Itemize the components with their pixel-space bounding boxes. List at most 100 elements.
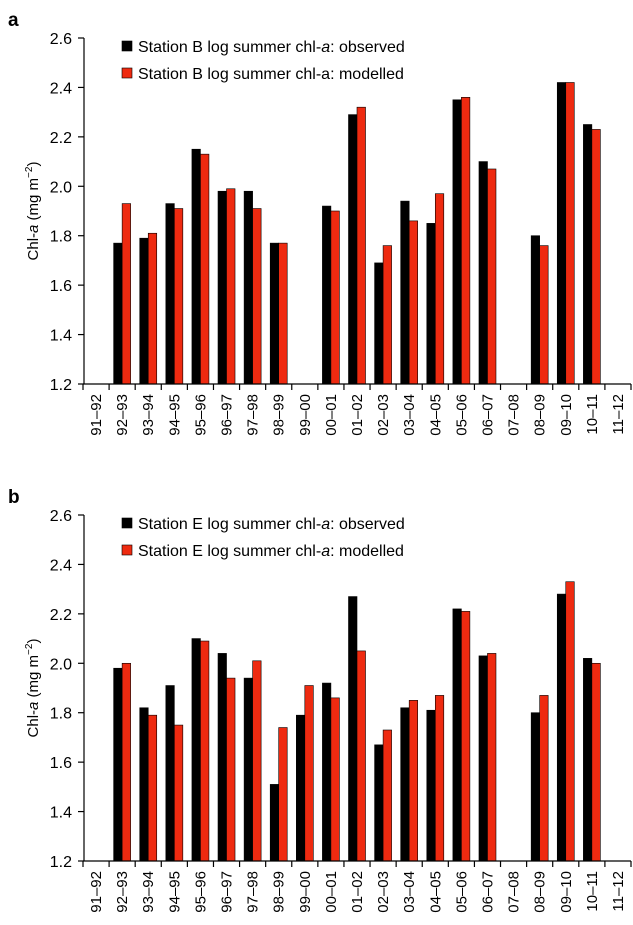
x-tick-label: 08–09 [532, 394, 549, 436]
modelled-bar-00–01 [330, 697, 340, 862]
observed-bar-01–02 [348, 114, 358, 385]
y-tick-label: 1.6 [50, 278, 72, 295]
y-axis-label: Chl-a (mg m−2) [24, 162, 42, 261]
x-tick-label: 09–10 [558, 394, 575, 436]
modelled-bar-02–03 [382, 245, 392, 385]
y-tick-label: 2.0 [50, 656, 72, 673]
observed-bar-92–93 [113, 667, 123, 862]
x-tick-label: 01–02 [349, 394, 366, 436]
observed-bar-92–93 [113, 242, 123, 385]
x-tick-label: 91–92 [88, 871, 105, 913]
legend-label: Station B log summer chl-a: observed [138, 39, 405, 56]
modelled-bar-04–05 [434, 695, 445, 862]
observed-bar-94–95 [165, 203, 175, 385]
y-tick-label: 1.8 [50, 229, 72, 246]
observed-bar-93–94 [139, 237, 149, 385]
modelled-bar-04–05 [434, 193, 445, 385]
modelled-bar-10–11 [591, 129, 601, 385]
observed-bar-02–03 [374, 744, 384, 862]
modelled-bar-03–04 [408, 700, 418, 862]
modelled-bar-98–99 [278, 242, 288, 385]
y-tick-label: 1.4 [50, 805, 72, 822]
x-tick-label: 00–01 [323, 394, 340, 436]
chart-panel-a: a 1.2 1.4 1.6 1.8 2.0 2.2 2.4 2.6 Chl-a (mg m−2) 9… [8, 10, 632, 436]
observed-bar-04–05 [426, 223, 436, 385]
modelled-bar-02–03 [382, 729, 392, 862]
legend-label: Station E log summer chl-a: modelled [138, 543, 404, 560]
y-tick-label: 1.4 [50, 328, 72, 345]
y-tick-label: 2.2 [50, 130, 72, 147]
modelled-bar-94–95 [174, 724, 184, 862]
modelled-bar-97–98 [252, 208, 262, 385]
modelled-bar-09–10 [565, 82, 575, 385]
modelled-bar-08–09 [539, 245, 549, 385]
x-tick-label: 94–95 [166, 394, 183, 436]
y-tick-label: 2.0 [50, 179, 72, 196]
observed-bar-09–10 [556, 593, 567, 862]
x-tick-label: 99–00 [297, 394, 314, 436]
x-tick-label: 98–99 [271, 394, 288, 436]
y-tick-label: 1.2 [50, 377, 72, 394]
modelled-bar-98–99 [278, 727, 288, 862]
observed-bar-96–97 [217, 653, 227, 862]
modelled-bar-10–11 [591, 662, 601, 862]
y-tick-label: 2.6 [50, 508, 72, 525]
legend-swatch [121, 67, 133, 79]
modelled-bar-96–97 [226, 188, 236, 385]
x-tick-label: 95–96 [192, 871, 209, 913]
observed-bar-03–04 [400, 707, 410, 862]
observed-bar-96–97 [217, 190, 227, 385]
y-tick-label: 2.4 [50, 80, 72, 97]
x-tick-label: 97–98 [245, 394, 262, 436]
x-tick-label: 06–07 [480, 871, 497, 913]
x-tick-label: 09–10 [558, 871, 575, 913]
observed-bar-95–96 [191, 148, 201, 385]
y-tick-label: 1.6 [50, 755, 72, 772]
x-tick-label: 02–03 [375, 871, 392, 913]
observed-bar-00–01 [322, 682, 332, 862]
x-tick-label: 04–05 [427, 394, 444, 436]
modelled-bar-08–09 [539, 695, 549, 862]
observed-bar-03–04 [400, 200, 410, 385]
observed-bar-04–05 [426, 709, 436, 862]
observed-bar-93–94 [139, 707, 149, 862]
x-tick-label: 92–93 [114, 394, 131, 436]
x-tick-label: 10–11 [584, 871, 601, 912]
x-tick-label: 01–02 [349, 871, 366, 913]
modelled-bar-05–06 [461, 611, 471, 862]
modelled-bar-06–07 [487, 653, 497, 862]
observed-bar-97–98 [243, 677, 253, 862]
y-tick-label: 2.6 [50, 31, 72, 48]
x-tick-label: 04–05 [427, 871, 444, 913]
x-tick-label: 91–92 [88, 394, 105, 436]
x-tick-label: 11–12 [610, 394, 627, 435]
modelled-bar-92–93 [121, 662, 131, 862]
y-tick-label: 1.2 [50, 854, 72, 871]
y-tick-label: 1.8 [50, 706, 72, 723]
x-tick-label: 03–04 [401, 394, 418, 436]
x-tick-label: 97–98 [245, 871, 262, 913]
modelled-bar-05–06 [461, 97, 471, 385]
x-tick-label: 11–12 [610, 871, 627, 912]
x-tick-label: 03–04 [401, 871, 418, 913]
observed-bar-05–06 [452, 608, 462, 862]
modelled-bar-95–96 [200, 640, 210, 862]
x-tick-label: 06–07 [480, 394, 497, 436]
modelled-bar-96–97 [226, 677, 236, 862]
modelled-bar-01–02 [356, 650, 366, 862]
modelled-bar-94–95 [174, 208, 184, 385]
modelled-bar-93–94 [147, 232, 158, 385]
x-tick-label: 05–06 [453, 871, 470, 913]
x-tick-label: 02–03 [375, 394, 392, 436]
x-tick-label: 07–08 [506, 394, 523, 436]
x-tick-label: 99–00 [297, 871, 314, 913]
observed-bar-94–95 [165, 685, 175, 862]
chart-panel-b: b 1.2 1.4 1.6 1.8 2.0 2.2 2.4 2.6 Chl-a (mg m−2) 9… [8, 487, 632, 913]
x-tick-label: 96–97 [219, 394, 236, 436]
modelled-bar-99–00 [304, 685, 314, 862]
modelled-bar-00–01 [330, 210, 340, 385]
observed-bar-08–09 [530, 235, 540, 385]
legend-label: Station B log summer chl-a: modelled [138, 66, 404, 83]
modelled-bar-95–96 [200, 153, 210, 385]
